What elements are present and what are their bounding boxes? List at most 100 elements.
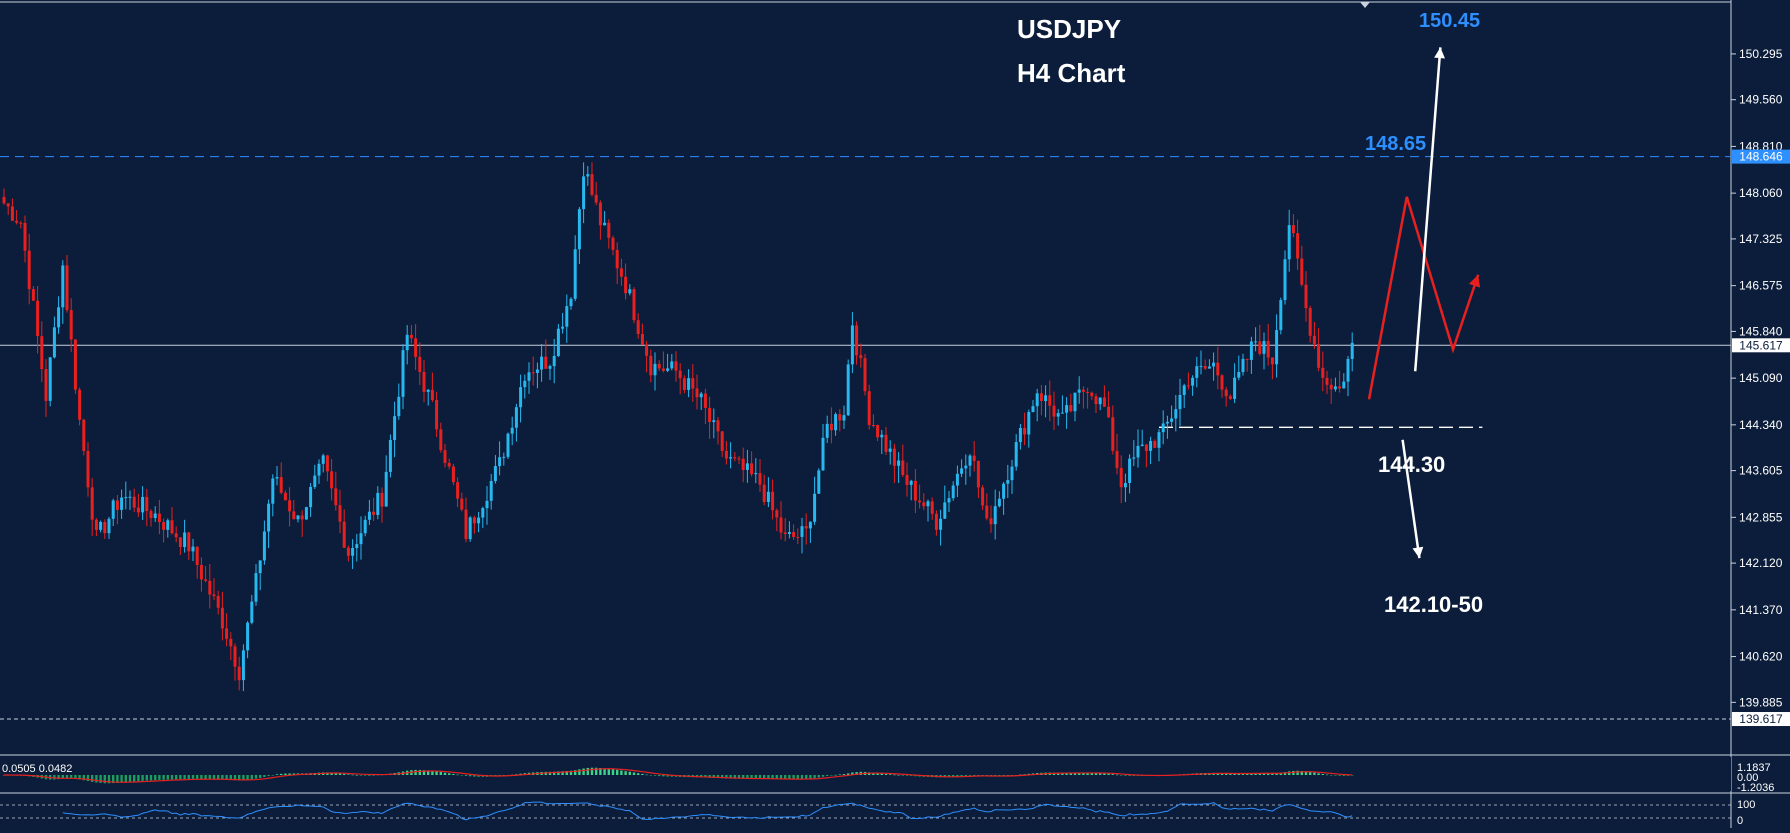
candle-body: [506, 433, 510, 457]
candle-body: [292, 511, 296, 520]
candle-body: [884, 434, 888, 452]
candle-body: [775, 510, 779, 518]
macd-bar: [821, 775, 825, 777]
macd-bar: [1241, 773, 1245, 775]
candle-body: [225, 628, 229, 639]
candle-body: [393, 416, 397, 440]
y-tick-label: 150.295: [1739, 47, 1783, 61]
candle-body: [363, 519, 367, 534]
candle-body: [367, 511, 371, 520]
y-tick-label: 143.605: [1739, 464, 1783, 478]
macd-bar: [196, 775, 199, 779]
macd-bar: [229, 775, 232, 780]
candle-body: [443, 450, 447, 463]
macd-bar: [746, 775, 749, 779]
chart-subtitle: H4 Chart: [1017, 58, 1126, 88]
macd-bar: [784, 775, 787, 780]
macd-bar: [590, 767, 594, 775]
candle-body: [27, 250, 31, 290]
macd-bar: [1090, 772, 1093, 775]
macd-bar: [57, 775, 60, 780]
macd-bar: [645, 774, 648, 776]
macd-bar: [1229, 773, 1232, 775]
candle-body: [779, 517, 783, 533]
candle-body: [657, 363, 661, 369]
macd-bar: [637, 773, 640, 775]
candle-body: [1191, 377, 1195, 386]
candle-body: [792, 532, 796, 537]
macd-bar: [712, 775, 715, 778]
candle-body: [703, 393, 707, 408]
candle-body: [44, 369, 48, 401]
macd-bar: [448, 773, 451, 775]
candle-body: [514, 407, 518, 428]
macd-bar: [271, 775, 274, 776]
candle-body: [1275, 330, 1279, 365]
candle-body: [19, 222, 23, 224]
candle-body: [661, 368, 665, 371]
candle-body: [934, 513, 938, 530]
upside-arrow: [1413, 47, 1442, 372]
candle-body: [498, 457, 502, 467]
candle-body: [615, 249, 619, 269]
candle-body: [838, 414, 842, 421]
macd-bar: [947, 775, 951, 778]
candle-body: [997, 498, 1001, 507]
candle-body: [947, 498, 951, 503]
candle-body: [334, 488, 338, 506]
candle-body: [527, 372, 531, 381]
macd-bar: [574, 770, 577, 775]
candle-body: [317, 463, 321, 476]
macd-bar: [368, 774, 371, 776]
macd-bar: [624, 771, 627, 775]
candle-body: [1308, 308, 1312, 336]
macd-bar: [595, 767, 598, 775]
candle-body: [729, 457, 733, 459]
candle-body: [342, 521, 346, 548]
candle-body: [78, 389, 82, 420]
y-tick-label: 144.340: [1739, 418, 1783, 432]
candle-body: [86, 450, 90, 488]
candle-body: [1094, 396, 1098, 405]
candle-body: [855, 325, 859, 356]
y-tick-label: 149.560: [1739, 93, 1783, 107]
candle-body: [157, 513, 161, 523]
macd-bar: [158, 775, 161, 780]
macd-tick-bottom: -1.2036: [1737, 782, 1774, 794]
candle-body: [275, 477, 279, 479]
macd-bar: [616, 769, 619, 775]
candle-body: [1283, 259, 1287, 301]
candle-body: [359, 533, 363, 545]
macd-bar: [548, 771, 552, 775]
candle-body: [15, 220, 19, 223]
candle-body: [145, 496, 149, 512]
macd-bar: [141, 775, 144, 781]
candle-body: [82, 419, 86, 451]
macd-bar: [1296, 770, 1299, 775]
macd-bar: [477, 775, 480, 777]
macd-bar: [1023, 774, 1026, 775]
macd-bar: [431, 770, 434, 775]
macd-bar: [82, 775, 85, 781]
candle-body: [166, 520, 170, 530]
candle-body: [1195, 366, 1199, 378]
macd-bar: [1069, 772, 1072, 775]
candle-body: [535, 369, 539, 373]
candle-body: [422, 371, 426, 392]
candle-body: [594, 194, 598, 203]
candle-body: [174, 533, 178, 538]
macd-bar: [1338, 775, 1341, 776]
candle-body: [674, 361, 678, 371]
macd-bar: [1115, 774, 1119, 776]
candle-body: [859, 355, 863, 359]
candle-body: [821, 437, 825, 471]
candle-body: [447, 462, 451, 467]
candle-body: [250, 601, 254, 623]
macd-bar: [1061, 772, 1064, 775]
macd-bar: [578, 769, 581, 775]
candle-body: [1350, 342, 1354, 360]
candle-body: [300, 515, 304, 520]
macd-bar: [1351, 775, 1354, 776]
macd-bar: [1128, 775, 1131, 776]
macd-bar: [1082, 772, 1085, 775]
